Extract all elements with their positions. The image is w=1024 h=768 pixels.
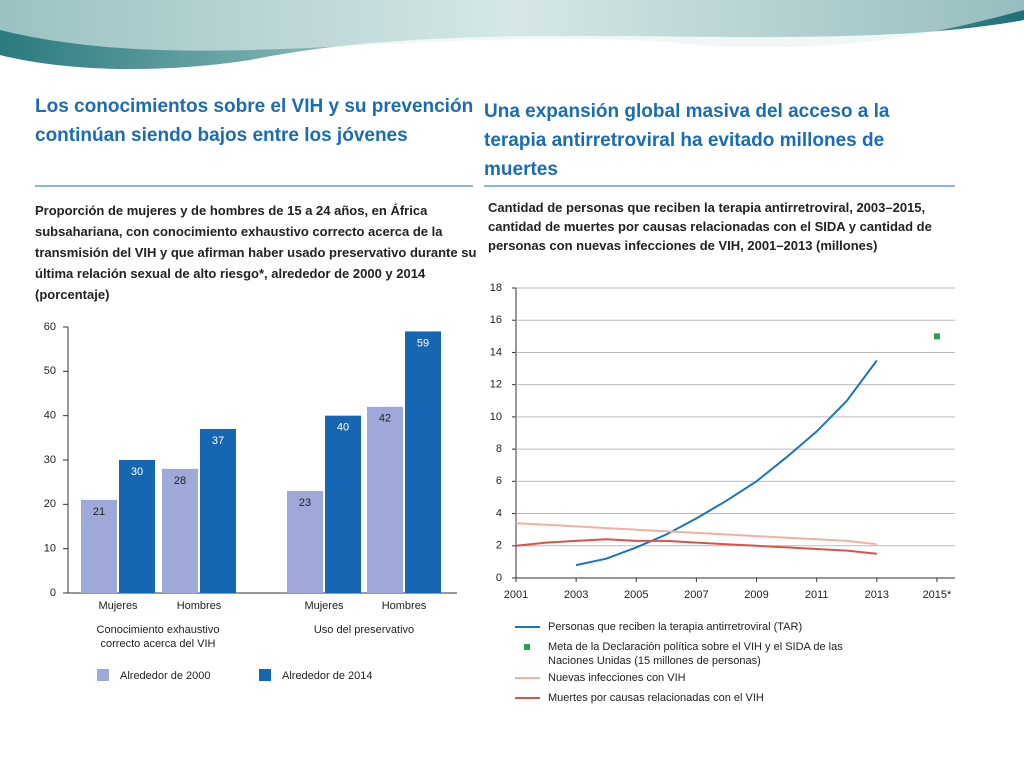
y-tick-label: 16 (490, 314, 502, 326)
y-tick-label: 40 (44, 410, 56, 422)
y-tick-label: 14 (490, 346, 502, 358)
chart-title: Proporción de mujeres y de hombres de 15… (35, 203, 477, 302)
bar (405, 331, 441, 593)
x-tick-label: 2011 (805, 589, 829, 601)
x-tick-label: Mujeres (98, 600, 138, 612)
y-tick-label: 10 (44, 543, 56, 555)
y-tick-label: 4 (496, 507, 502, 519)
group-label: Conocimiento exhaustivo correcto acerca … (96, 624, 220, 650)
value-label: 23 (299, 497, 311, 509)
legend-label: Nuevas infecciones con VIH (548, 672, 686, 684)
value-label: 40 (337, 422, 349, 434)
line (515, 522, 877, 546)
legend-label: Alrededor de 2014 (282, 670, 373, 682)
header-wave (0, 0, 1024, 51)
legend-label: Meta de la Declaración política sobre el… (548, 641, 843, 667)
marker (933, 333, 940, 340)
y-tick-label: 50 (44, 365, 56, 377)
x-tick-label: 2001 (504, 589, 528, 601)
legend-label: Alrededor de 2000 (120, 670, 211, 682)
legend-swatch (524, 644, 530, 650)
y-tick-label: 12 (490, 379, 502, 391)
y-tick-label: 0 (50, 587, 56, 599)
value-label: 21 (93, 506, 105, 518)
chart-title: Cantidad de personas que reciben la tera… (488, 200, 932, 253)
bar (325, 415, 361, 593)
y-tick-label: 8 (496, 443, 502, 455)
bar (367, 406, 403, 593)
x-tick-label: 2005 (624, 589, 648, 601)
line (575, 359, 878, 567)
y-tick-label: 18 (490, 282, 502, 294)
value-label: 30 (131, 466, 143, 478)
bar (287, 491, 323, 593)
x-tick-label: 2009 (744, 589, 768, 601)
y-tick-label: 10 (490, 411, 502, 423)
value-label: 37 (212, 435, 224, 447)
value-label: 59 (417, 337, 429, 349)
bar (119, 460, 155, 593)
legend-swatch (97, 669, 109, 681)
x-tick-label: 2007 (684, 589, 708, 601)
x-tick-label: Hombres (177, 600, 222, 612)
x-tick-label: 2003 (564, 589, 588, 601)
value-label: 28 (174, 475, 186, 487)
heading: Los conocimientos sobre el VIH y su prev… (35, 96, 474, 146)
bar (200, 428, 236, 593)
legend-label: Personas que reciben la terapia antirret… (548, 621, 803, 633)
legend-swatch (259, 669, 271, 681)
x-tick-label: Mujeres (304, 600, 344, 612)
y-tick-label: 2 (496, 540, 502, 552)
y-tick-label: 0 (496, 572, 502, 584)
heading: Una expansión global masiva del acceso a… (484, 101, 890, 180)
x-tick-label: 2013 (865, 589, 889, 601)
x-tick-label: Hombres (382, 600, 427, 612)
value-label: 42 (379, 413, 391, 425)
x-tick-label: 2015* (923, 589, 952, 601)
bar (81, 499, 117, 593)
legend-label: Muertes por causas relacionadas con el V… (548, 692, 764, 704)
y-tick-label: 60 (44, 321, 56, 333)
group-label: Uso del preservativo (313, 624, 415, 636)
y-tick-label: 30 (44, 454, 56, 466)
line (515, 538, 877, 555)
bar (162, 468, 198, 593)
y-tick-label: 20 (44, 498, 56, 510)
y-tick-label: 6 (496, 475, 502, 487)
